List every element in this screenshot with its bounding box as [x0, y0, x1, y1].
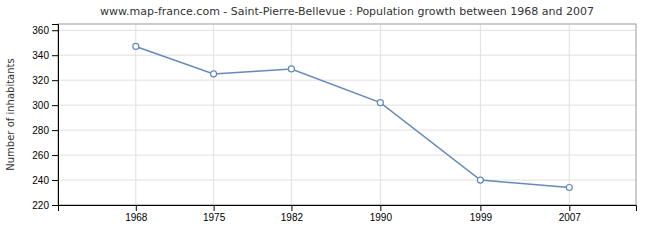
grid-line	[58, 80, 636, 81]
point	[211, 71, 217, 77]
point	[377, 100, 383, 106]
tick-label: 1968	[125, 212, 148, 223]
tick-mark	[52, 130, 58, 131]
tick-mark	[291, 205, 292, 211]
plot: 1968 1975 1982 1990 1999 2007 220 240 260 280 300 3…	[32, 24, 636, 223]
point	[566, 185, 572, 191]
x-axis: 1968 1975 1982 1990 1999 2007	[59, 205, 637, 223]
tick: 1975	[203, 205, 226, 223]
tick-label: 260	[32, 150, 49, 161]
tick-label: 320	[32, 75, 49, 86]
y-axis-title: Number of inhabitants	[5, 58, 16, 170]
tick: 2007	[559, 205, 582, 223]
grid-line	[569, 24, 570, 205]
point	[288, 66, 294, 72]
grid-line	[291, 24, 292, 205]
tick-mark	[136, 205, 137, 211]
tick: 1982	[281, 205, 304, 223]
tick-label: 1975	[203, 212, 226, 223]
series	[133, 43, 573, 190]
line	[136, 46, 570, 187]
tick: 340	[32, 50, 58, 61]
tick-mark	[52, 105, 58, 106]
tick-mark	[52, 205, 58, 206]
tick: 1990	[370, 205, 393, 223]
tick: 1999	[470, 205, 493, 223]
tick-label: 240	[32, 175, 49, 186]
tick-label: 360	[32, 25, 49, 36]
grid	[58, 24, 636, 205]
tick-mark	[480, 205, 481, 211]
axis-line	[52, 25, 59, 206]
point	[477, 177, 483, 183]
chart: 1968 1975 1982 1990 1999 2007 220 240 260 280 300 3…	[0, 0, 650, 229]
grid-line	[58, 180, 636, 181]
grid-line	[213, 24, 214, 205]
grid-line	[58, 55, 636, 56]
tick: 220	[32, 200, 58, 211]
tick-mark	[569, 205, 570, 211]
tick-mark	[214, 205, 215, 211]
tick-mark	[52, 30, 58, 31]
tick: 240	[32, 175, 58, 186]
tick: 360	[32, 25, 58, 36]
grid-line	[58, 130, 636, 131]
tick-label: 300	[32, 100, 49, 111]
tick: 280	[32, 125, 58, 136]
tick-mark	[52, 80, 58, 81]
axis-line	[59, 206, 637, 212]
grid-line	[58, 30, 636, 31]
tick-label: 1999	[470, 212, 493, 223]
tick-label: 340	[32, 50, 49, 61]
tick-label: 1990	[370, 212, 393, 223]
plot-frame	[58, 24, 636, 205]
tick-mark	[52, 180, 58, 181]
grid-line	[380, 24, 381, 205]
tick-label: 2007	[559, 212, 582, 223]
tick-mark	[52, 55, 58, 56]
tick-label: 220	[32, 200, 49, 211]
point	[133, 43, 139, 49]
title: www.map-france.com - Saint-Pierre-Bellev…	[100, 5, 594, 18]
tick: 1968	[125, 205, 148, 223]
y-axis: 220 240 260 280 300 320 340 360	[32, 25, 58, 211]
tick-mark	[52, 155, 58, 156]
tick: 260	[32, 150, 58, 161]
tick: 300	[32, 100, 58, 111]
grid-line	[58, 105, 636, 106]
tick-label: 1982	[281, 212, 304, 223]
tick-label: 280	[32, 125, 49, 136]
grid-line	[58, 155, 636, 156]
grid-line	[135, 24, 136, 205]
tick: 320	[32, 75, 58, 86]
tick-mark	[380, 205, 381, 211]
